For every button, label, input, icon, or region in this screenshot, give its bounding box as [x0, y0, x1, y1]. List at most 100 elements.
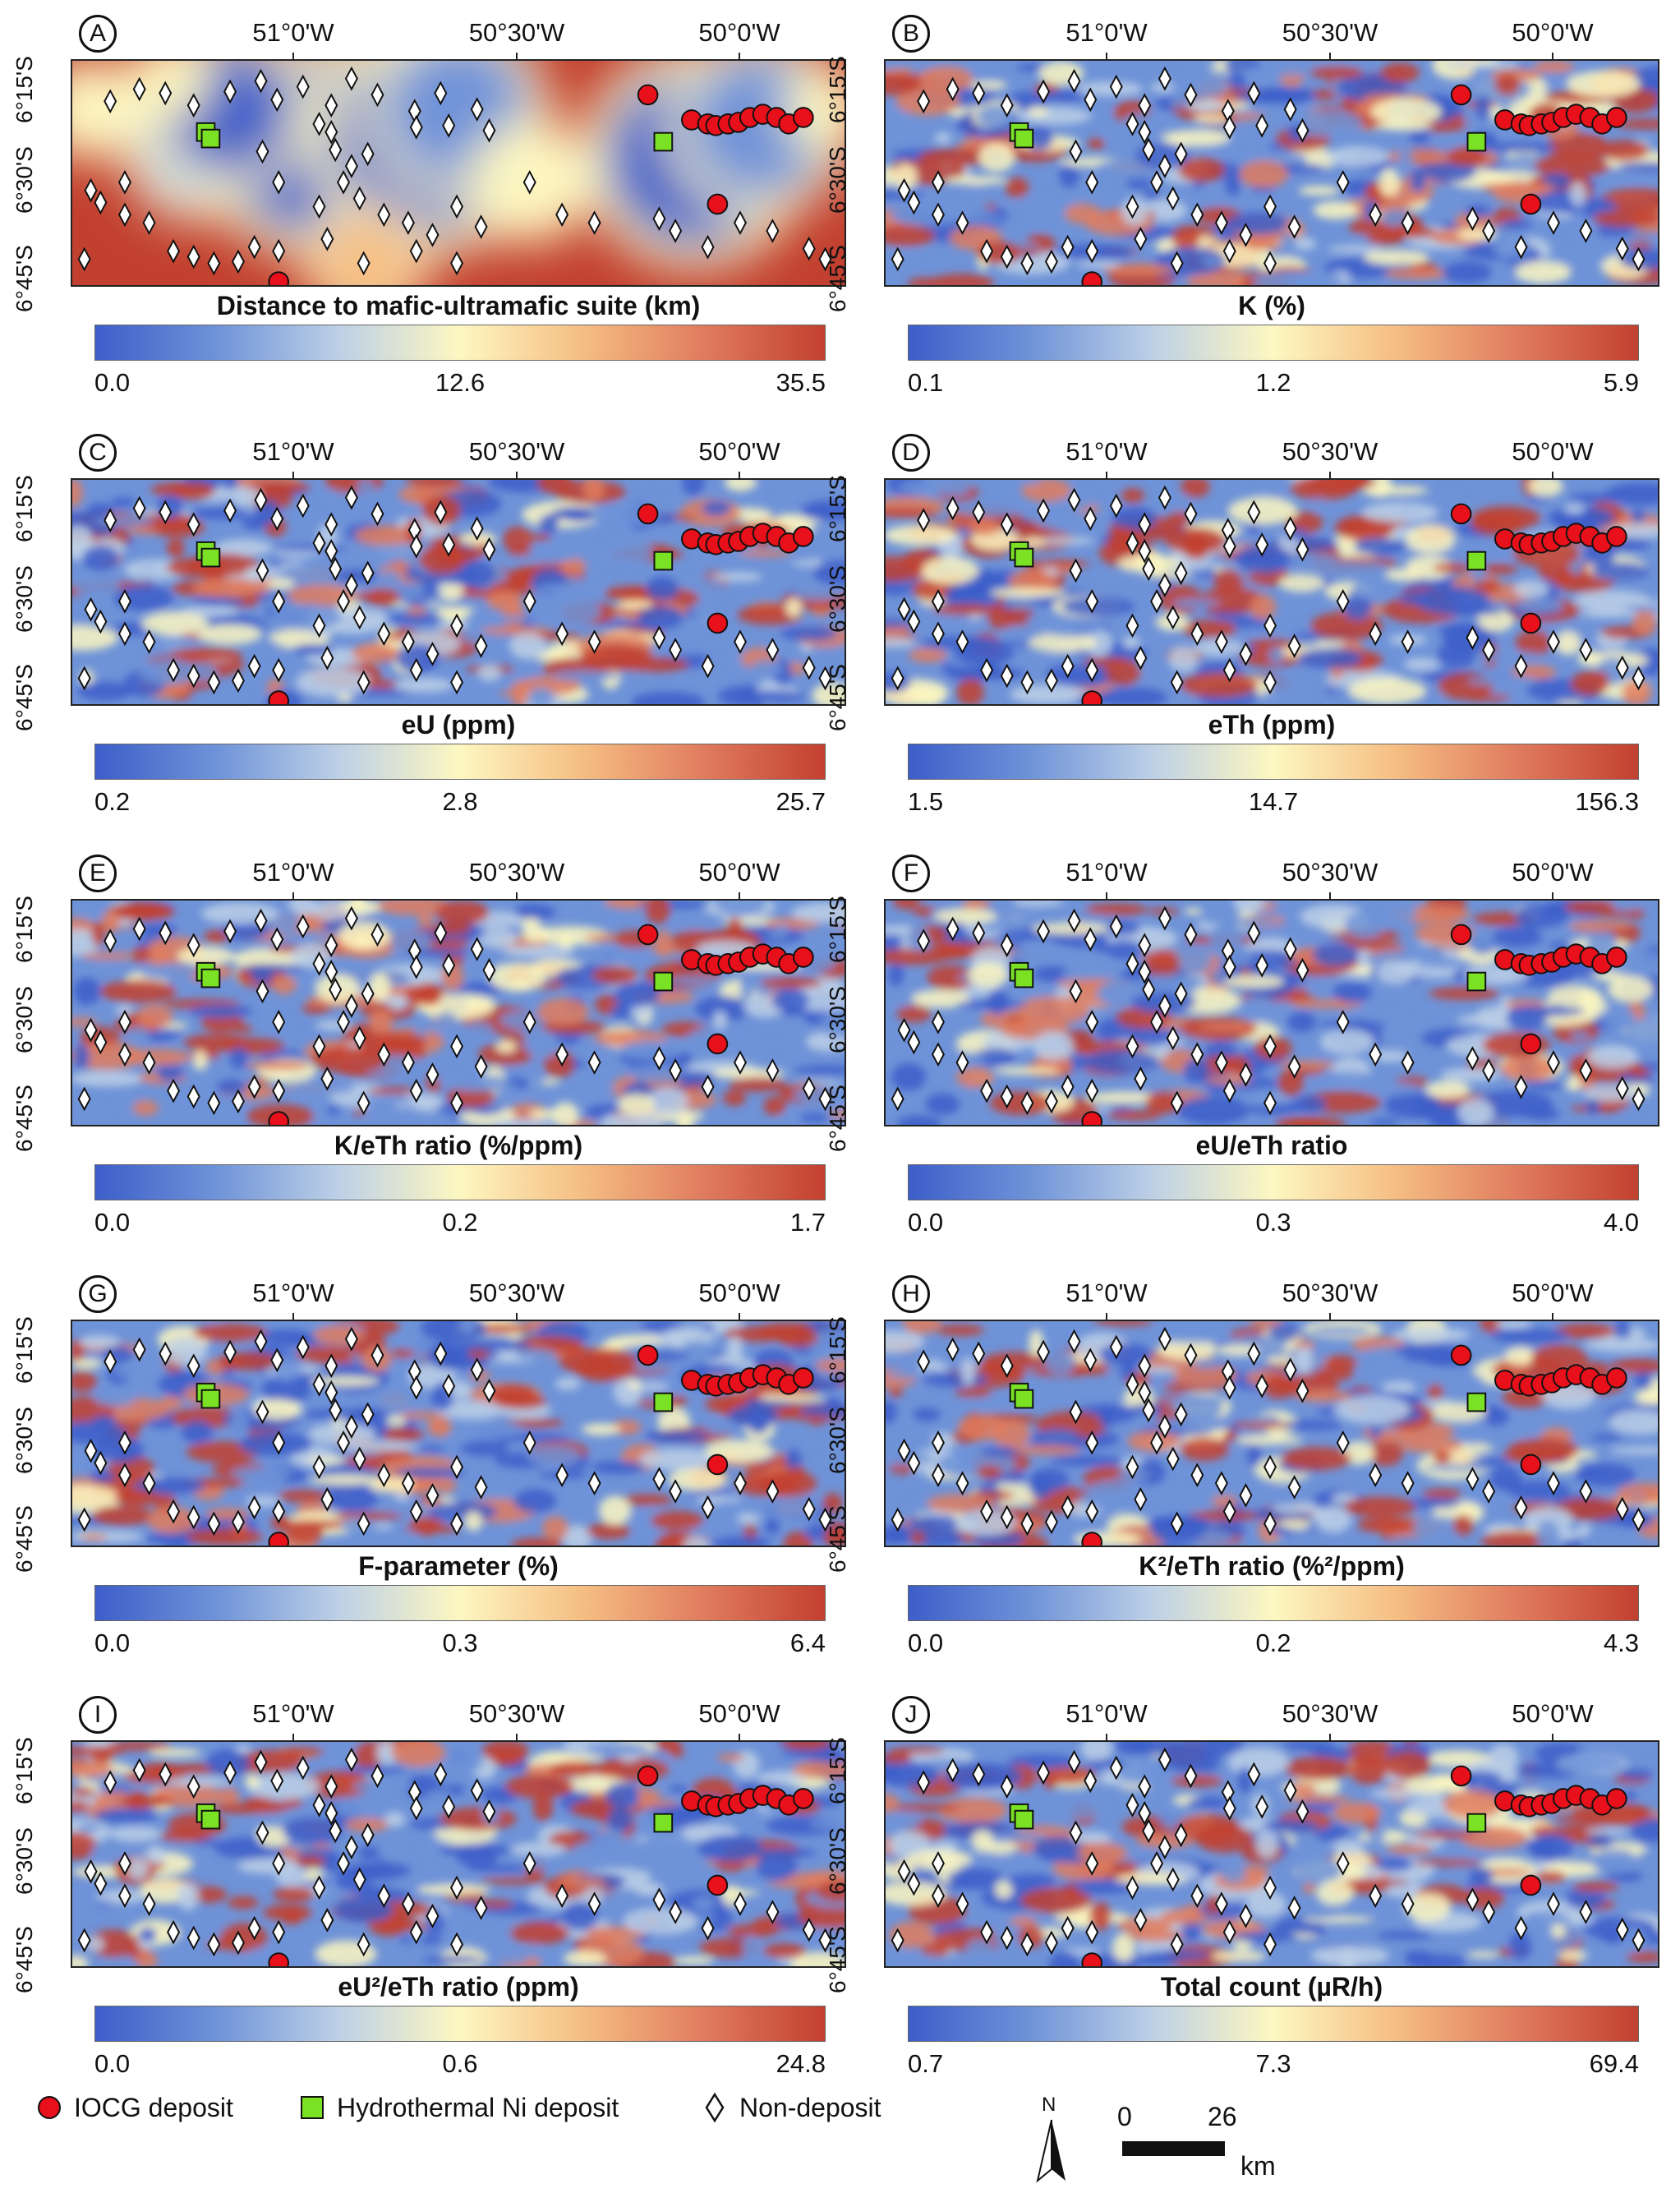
nondeposit-marker — [1222, 1795, 1236, 1821]
lat-label: 6°15'S — [12, 1316, 37, 1384]
lat-label: 6°30'S — [12, 1827, 37, 1895]
ni-deposit-marker — [653, 1813, 674, 1833]
nondeposit-marker — [1037, 919, 1051, 944]
panel-letter: J — [892, 1696, 930, 1734]
iocg-deposit-marker — [1081, 1532, 1103, 1546]
nondeposit-marker — [470, 937, 484, 962]
nondeposit-marker — [142, 1050, 156, 1076]
nondeposit-marker — [1170, 251, 1184, 276]
nondeposit-marker — [917, 508, 931, 533]
raster-layer — [72, 901, 845, 1125]
nondeposit-marker — [1138, 933, 1152, 958]
nondeposit-marker — [207, 1511, 221, 1536]
nondeposit-marker — [1000, 1353, 1014, 1379]
iocg-deposit-marker — [1081, 690, 1103, 704]
nondeposit-marker — [270, 1768, 284, 1794]
nondeposit-marker — [701, 1074, 715, 1099]
nondeposit-marker — [1222, 1078, 1236, 1103]
nondeposit-marker — [955, 629, 969, 655]
nondeposit-marker — [377, 1042, 391, 1067]
nondeposit-marker — [361, 141, 375, 167]
lon-label: 50°0'W — [1512, 1278, 1594, 1307]
lon-tick — [1106, 53, 1107, 59]
nondeposit-marker — [1579, 1479, 1593, 1504]
color-bar-mid-label: 0.3 — [442, 1629, 478, 1657]
nondeposit-marker — [247, 234, 261, 260]
nondeposit-marker — [1134, 1066, 1148, 1091]
nondeposit-marker — [701, 1915, 715, 1941]
panel-letter: E — [79, 855, 117, 892]
nondeposit-marker — [669, 1058, 683, 1083]
nondeposit-marker — [1615, 236, 1629, 261]
nondeposit-marker — [1287, 633, 1301, 658]
deposit-points — [77, 1326, 832, 1546]
nondeposit-marker — [470, 1778, 484, 1804]
ni-deposit-marker — [1014, 128, 1034, 149]
nondeposit-marker — [132, 1337, 146, 1362]
nondeposit-marker — [1044, 1089, 1058, 1114]
color-bar-mid-label: 1.2 — [1255, 368, 1291, 397]
nondeposit-marker — [1067, 908, 1081, 933]
nondeposit-marker — [231, 1089, 245, 1114]
lat-label: 6°15'S — [825, 56, 850, 123]
nondeposit-marker — [802, 1076, 816, 1101]
panel-title: eU²/eTh ratio (ppm) — [338, 1972, 579, 2002]
nondeposit-marker — [1125, 530, 1139, 555]
nondeposit-marker — [450, 613, 464, 638]
nondeposit-marker — [450, 1932, 464, 1957]
nondeposit-marker — [401, 210, 415, 236]
legend-ni-label: Hydrothermal Ni deposit — [337, 2092, 619, 2122]
nondeposit-marker — [1000, 1084, 1014, 1109]
nondeposit-marker — [357, 1932, 371, 1957]
lon-tick — [1552, 53, 1553, 59]
nondeposit-marker — [409, 533, 423, 559]
nondeposit-marker — [1514, 1074, 1528, 1099]
iocg-deposit-marker — [793, 947, 814, 968]
nondeposit-marker — [955, 1471, 969, 1496]
nondeposit-marker — [1214, 1891, 1228, 1917]
nondeposit-marker — [1085, 1078, 1099, 1103]
deposit-points — [891, 1747, 1645, 1966]
nondeposit-marker — [94, 1871, 108, 1896]
nondeposit-marker — [450, 670, 464, 695]
lat-label: 6°30'S — [12, 1407, 37, 1474]
nondeposit-marker — [223, 79, 237, 104]
color-bar-min-label: 0.0 — [94, 2049, 131, 2078]
lat-label: 6°45'S — [12, 1505, 37, 1573]
nondeposit-marker — [344, 485, 358, 510]
nondeposit-marker — [946, 1337, 960, 1362]
nondeposit-marker — [1369, 621, 1383, 647]
lon-tick — [1329, 1313, 1331, 1320]
ni-deposit-marker — [1014, 1809, 1034, 1830]
nondeposit-marker — [361, 1402, 375, 1427]
lon-tick — [1106, 892, 1107, 899]
nondeposit-marker — [891, 1507, 904, 1532]
ni-deposit-marker — [200, 128, 221, 149]
nondeposit-marker — [324, 512, 338, 537]
nondeposit-marker — [320, 1066, 334, 1091]
nondeposit-marker — [891, 1086, 904, 1112]
nondeposit-marker — [931, 621, 945, 647]
nondeposit-marker — [1085, 1850, 1099, 1876]
lon-tick — [739, 1734, 740, 1740]
nondeposit-marker — [1000, 512, 1014, 537]
lon-label: 50°30'W — [468, 18, 565, 47]
nondeposit-marker — [344, 993, 358, 1019]
lon-label: 50°0'W — [1512, 18, 1594, 47]
nondeposit-marker — [955, 1050, 969, 1076]
nondeposit-marker — [955, 210, 969, 236]
lat-label: 6°15'S — [825, 475, 850, 542]
nondeposit-marker — [344, 1747, 358, 1772]
nondeposit-marker — [1069, 1820, 1083, 1845]
nondeposit-marker — [426, 1904, 440, 1928]
nondeposit-marker — [117, 1009, 131, 1034]
nondeposit-marker — [272, 1499, 286, 1524]
scale-unit: km — [1240, 2151, 1276, 2181]
nondeposit-marker — [377, 1463, 391, 1488]
lon-label: 50°30'W — [1282, 18, 1379, 47]
nondeposit-marker — [329, 556, 343, 582]
nondeposit-marker — [766, 219, 780, 243]
nondeposit-marker — [1369, 1042, 1383, 1067]
nondeposit-marker — [1109, 1755, 1123, 1781]
nondeposit-marker — [1214, 1471, 1228, 1496]
